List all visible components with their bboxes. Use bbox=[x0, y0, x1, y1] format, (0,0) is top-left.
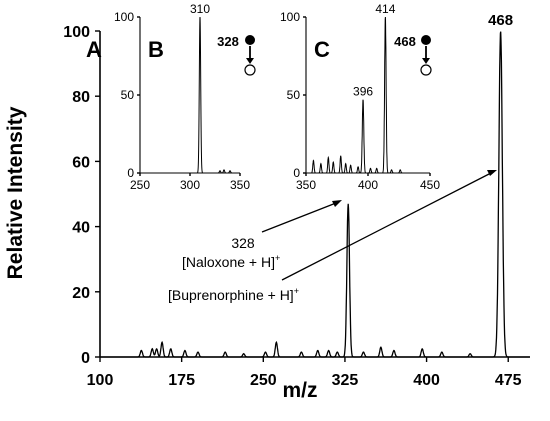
inset-b-trace bbox=[140, 16, 240, 174]
x-tick-label: 100 bbox=[87, 372, 114, 389]
y-tick-label: 50 bbox=[121, 88, 135, 102]
panel-label-a: A bbox=[86, 37, 102, 62]
y-tick-label: 40 bbox=[72, 220, 90, 237]
naloxone-arrow-line bbox=[261, 202, 337, 233]
y-tick-label: 50 bbox=[287, 88, 301, 102]
precursor-filled-circle-icon bbox=[245, 35, 255, 45]
x-ticks: 100 175 250 325 400 475 bbox=[87, 357, 522, 389]
x-tick-label: 400 bbox=[413, 372, 440, 389]
x-tick-label: 300 bbox=[180, 178, 200, 192]
inset-b: 250 300 350 0 50 100 B 310 328 bbox=[114, 2, 256, 192]
inset-c-peak-label-396: 396 bbox=[353, 85, 373, 99]
main-axes bbox=[99, 31, 530, 358]
main-spectrum-trace bbox=[100, 31, 530, 358]
buprenorphine-label: [Buprenorphine + H]+ bbox=[168, 286, 299, 303]
inset-b-precursor-label: 328 bbox=[217, 34, 239, 49]
inset-c-trace bbox=[306, 16, 430, 174]
precursor-filled-circle-icon bbox=[421, 35, 431, 45]
annotations: 328 [Naloxone + H]+ [Buprenorphine + H]+ bbox=[168, 170, 497, 303]
panel-label-b: B bbox=[148, 37, 164, 62]
y-axis-label: Relative Intensity bbox=[4, 106, 27, 279]
x-tick-label: 350 bbox=[230, 178, 250, 192]
y-tick-label: 0 bbox=[293, 166, 300, 180]
fragment-open-circle-icon bbox=[244, 64, 256, 76]
naloxone-label: [Naloxone + H]+ bbox=[182, 253, 280, 270]
naloxone-arrow-head bbox=[332, 200, 342, 207]
x-tick-label: 450 bbox=[420, 178, 440, 192]
peak-label-468: 468 bbox=[488, 12, 513, 29]
y-tick-label: 0 bbox=[127, 166, 134, 180]
inset-c-ticks: 350 400 450 0 50 100 bbox=[280, 10, 440, 192]
arrow-head-icon bbox=[246, 58, 254, 64]
y-tick-label: 100 bbox=[114, 10, 134, 24]
y-tick-label: 20 bbox=[72, 285, 90, 302]
fragment-open-circle-icon bbox=[420, 64, 432, 76]
buprenorphine-arrow-line bbox=[281, 172, 492, 281]
x-tick-label: 400 bbox=[358, 178, 378, 192]
x-tick-label: 350 bbox=[296, 178, 316, 192]
inset-c-precursor-label: 468 bbox=[394, 34, 416, 49]
y-ticks: 0 20 40 60 80 100 bbox=[63, 24, 100, 367]
x-tick-label: 175 bbox=[168, 372, 195, 389]
x-tick-label: 475 bbox=[495, 372, 522, 389]
x-tick-label: 250 bbox=[250, 372, 277, 389]
x-tick-label: 325 bbox=[332, 372, 359, 389]
y-tick-label: 0 bbox=[81, 350, 90, 367]
inset-c-peak-label-414: 414 bbox=[375, 2, 395, 16]
inset-b-peak-label-310: 310 bbox=[190, 2, 210, 16]
y-tick-label: 100 bbox=[280, 10, 300, 24]
x-tick-label: 250 bbox=[130, 178, 150, 192]
x-axis-label: m/z bbox=[282, 379, 317, 402]
arrow-head-icon bbox=[422, 58, 430, 64]
y-tick-label: 60 bbox=[72, 154, 90, 171]
panel-label-c: C bbox=[314, 37, 330, 62]
y-tick-label: 100 bbox=[63, 24, 90, 41]
y-tick-label: 80 bbox=[72, 89, 90, 106]
naloxone-mz-label: 328 bbox=[231, 235, 255, 251]
buprenorphine-arrow-head bbox=[487, 170, 497, 176]
inset-c: 350 400 450 0 50 100 C 414 396 468 bbox=[280, 2, 440, 192]
inset-b-ticks: 250 300 350 0 50 100 bbox=[114, 10, 250, 192]
